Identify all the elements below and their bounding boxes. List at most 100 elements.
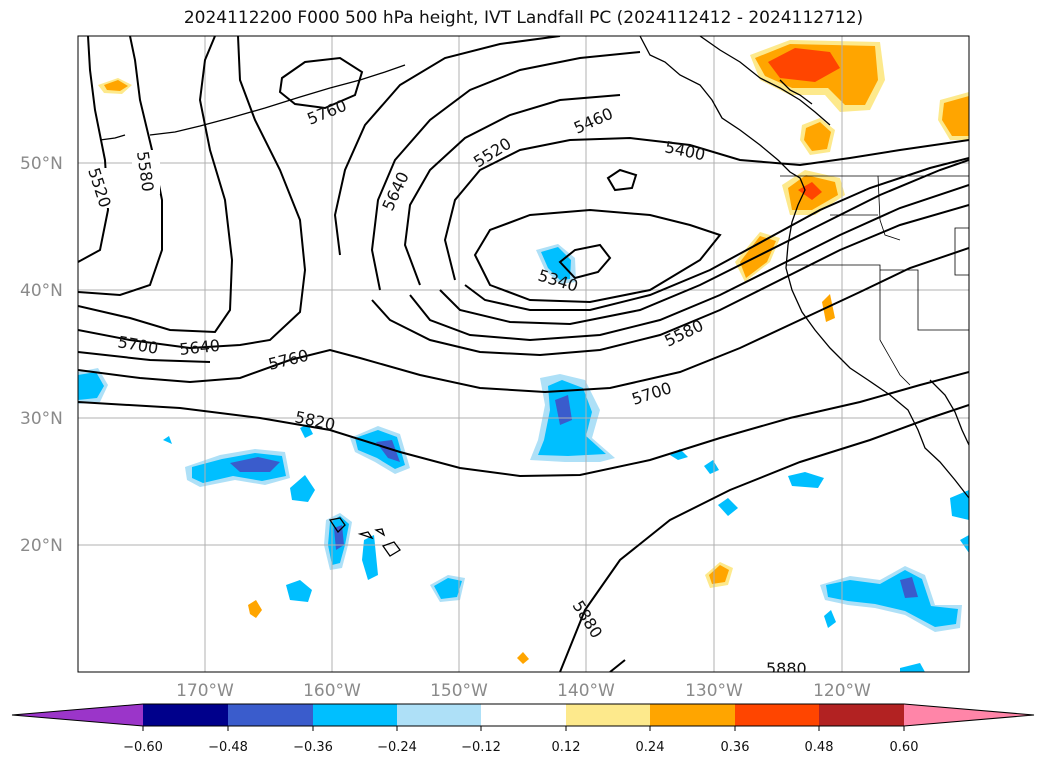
contour-5520-ring	[409, 184, 969, 342]
lon-tick: 170°W	[176, 681, 234, 701]
contour-5520	[78, 36, 110, 263]
ivt-fill	[900, 663, 925, 672]
contour-label: 5580	[661, 316, 706, 351]
ivt-fill	[670, 449, 688, 460]
ivt-fill	[704, 460, 719, 474]
ivt-fill	[434, 578, 462, 599]
ivt-fill	[362, 535, 378, 580]
colorbar-tick-label: −0.12	[461, 740, 501, 755]
contour-label: 5880	[766, 659, 807, 678]
contour-5340	[473, 208, 722, 304]
contour-5880-south	[609, 659, 626, 672]
contour-5640	[78, 36, 234, 334]
ivt-fill	[248, 600, 262, 618]
ivt-positive-fills	[98, 40, 969, 664]
colorbar-tick-label: −0.60	[123, 740, 163, 755]
lon-tick: 130°W	[685, 681, 743, 701]
contour-label: 5520	[470, 134, 515, 172]
contour-label: 5400	[663, 137, 707, 164]
colorbar-tick-label: −0.36	[293, 740, 333, 755]
height-contours	[78, 36, 969, 672]
contour-label: 5760	[266, 346, 310, 374]
ivt-negative-fills	[78, 244, 969, 672]
colorbar-segment	[650, 704, 735, 726]
lon-tick: 120°W	[813, 681, 871, 701]
contour-5700b	[78, 351, 211, 363]
contour-5400-ring	[464, 157, 969, 311]
colorbar-tick-label: −0.24	[377, 740, 417, 755]
colorbar-extend-high	[904, 704, 1034, 726]
ivt-fill	[900, 577, 918, 598]
ivt-fill	[950, 490, 969, 520]
contour-5520-east	[370, 51, 641, 291]
lat-tick-labels: 50°N 40°N 30°N 20°N	[20, 154, 63, 556]
contour-5760-high	[278, 56, 364, 110]
ivt-fill	[104, 80, 128, 91]
map-frame	[77, 35, 970, 673]
map-area: 5520 5580 5760 5640 5460 5520 5400 5340 …	[78, 36, 969, 678]
lon-tick-labels: 170°W 160°W 150°W 140°W 130°W 120°W	[176, 681, 871, 701]
lat-tick: 40°N	[20, 281, 63, 301]
colorbar-segment	[566, 704, 650, 726]
colorbar-segment	[143, 704, 228, 726]
contour-label: 5640	[378, 169, 412, 214]
contour-5340-small	[606, 168, 638, 192]
lat-tick: 50°N	[20, 154, 63, 174]
ivt-fill	[788, 472, 824, 488]
contour-label: 5820	[293, 407, 337, 434]
political-borders	[780, 175, 969, 386]
graticule	[78, 36, 969, 672]
colorbar-segment	[397, 704, 481, 726]
contour-5820	[78, 371, 969, 478]
ivt-fill	[230, 457, 280, 472]
ivt-fill	[822, 294, 835, 322]
ivt-fill	[768, 48, 840, 82]
colorbar-tick-label: 0.24	[636, 740, 665, 755]
contour-5760	[78, 247, 969, 394]
colorbar-segment	[819, 704, 904, 726]
colorbar-segment	[481, 704, 566, 726]
contour-5460-ring	[439, 159, 969, 326]
colorbar-tick-label: 0.48	[805, 740, 834, 755]
ivt-fill	[541, 247, 571, 280]
lon-tick: 160°W	[303, 681, 361, 701]
ivt-fill	[942, 96, 969, 136]
lat-tick: 20°N	[20, 536, 63, 556]
contour-5580	[78, 36, 163, 297]
colorbar: −0.60 −0.48 −0.36 −0.24 −0.12 0.12 0.24 …	[11, 703, 1035, 755]
contour-label: 5460	[571, 104, 616, 138]
ivt-fill	[798, 182, 822, 200]
colorbar-tick-label: 0.60	[890, 740, 919, 755]
contour-5880	[559, 404, 969, 672]
contour-5580-east	[371, 204, 969, 357]
ivt-fill	[78, 372, 104, 400]
ivt-fill	[960, 535, 969, 553]
ivt-fill	[826, 570, 958, 627]
contour-label: 5640	[178, 336, 220, 359]
contour-label: 5700	[116, 332, 159, 358]
ivt-fill	[286, 580, 312, 602]
colorbar-segment	[735, 704, 819, 726]
contour-5340-inner	[558, 243, 612, 280]
lon-tick: 140°W	[557, 681, 615, 701]
coastlines	[99, 36, 969, 557]
colorbar-segment	[228, 704, 313, 726]
map-title: 2024112200 F000 500 hPa height, IVT Land…	[183, 8, 864, 28]
ivt-fill	[290, 475, 315, 502]
ivt-fill	[163, 436, 172, 444]
lon-tick: 150°W	[430, 681, 488, 701]
ivt-fill	[334, 525, 344, 550]
colorbar-tick-label: 0.12	[552, 740, 581, 755]
colorbar-extend-low	[12, 704, 143, 726]
ivt-fill	[824, 610, 836, 628]
contour-5640-main	[333, 36, 561, 256]
ivt-fill	[718, 498, 738, 516]
colorbar-tick-label: −0.48	[208, 740, 248, 755]
lat-tick: 30°N	[20, 409, 63, 429]
colorbar-segment	[313, 704, 397, 726]
contour-label: 5760	[304, 96, 349, 129]
contour-5700	[78, 36, 307, 350]
ivt-fill	[517, 652, 529, 664]
contour-5400	[443, 136, 969, 281]
